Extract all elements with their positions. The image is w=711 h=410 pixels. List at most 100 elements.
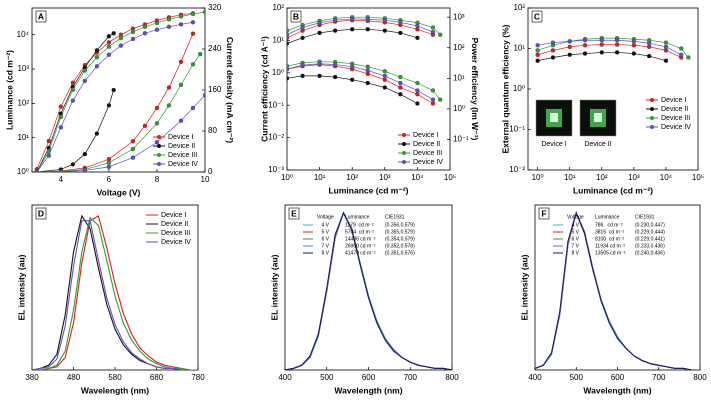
data-point	[382, 69, 387, 74]
data-point	[663, 40, 669, 45]
data-point	[130, 29, 136, 35]
data-point	[317, 30, 322, 36]
y-tick-label: 10²	[272, 3, 284, 12]
data-point	[166, 24, 172, 29]
data-point	[317, 61, 322, 66]
data-point	[430, 29, 436, 35]
data-point	[130, 155, 136, 160]
y-tick-label: 10⁰	[272, 68, 284, 77]
legend-label: Device IV	[413, 159, 443, 166]
data-point	[333, 28, 338, 33]
legend-header: CIE1931	[385, 214, 405, 220]
panel-label-box	[538, 207, 550, 220]
data-point	[130, 146, 136, 152]
legend-cie: (0.356,0.579)	[385, 222, 415, 228]
x-tick-label: 10	[201, 175, 210, 184]
data-point	[631, 39, 637, 44]
legend-label: Device II	[161, 221, 188, 228]
x-tick-label: 600	[362, 373, 376, 382]
y-tick-label: 10¹	[17, 133, 29, 142]
x-axis-title: Luminance (cd m⁻²)	[573, 185, 653, 195]
data-point	[567, 52, 572, 57]
panel-label-box	[35, 10, 47, 23]
inset-glow-core	[594, 113, 602, 122]
x-tick-label: 780	[191, 373, 205, 382]
x-axis-title: Voltage (V)	[97, 187, 141, 197]
data-point	[106, 164, 112, 170]
legend-voltage: 4 V	[571, 222, 579, 228]
panel-label: C	[534, 11, 540, 21]
legend-marker	[402, 151, 406, 155]
data-point	[106, 44, 112, 49]
legend-voltage: 4 V	[321, 222, 329, 228]
legend-label: Device IV	[168, 161, 198, 168]
data-point	[365, 27, 370, 32]
series-line	[287, 63, 434, 100]
data-point	[333, 62, 338, 67]
y-tick-label: 10¹	[513, 44, 525, 53]
series-line	[287, 18, 434, 36]
data-point	[300, 73, 305, 79]
data-point	[106, 34, 112, 39]
legend-luminance: 3815 cd m⁻²	[595, 229, 624, 235]
data-point	[58, 125, 63, 130]
legend-voltage: 6 V	[321, 236, 329, 242]
y-axis-title: EL intensity (au)	[16, 254, 26, 320]
legend-voltage: 8 V	[321, 250, 329, 256]
series-line	[36, 89, 115, 172]
data-point	[111, 31, 116, 36]
y-tick-label: 10³	[17, 64, 29, 73]
data-point	[599, 42, 604, 47]
data-point	[111, 87, 116, 93]
data-point	[190, 31, 196, 36]
x-tick-label: 800	[693, 373, 707, 382]
data-point	[350, 27, 355, 32]
legend-header: Luminance	[345, 214, 370, 220]
y2-axis-title: Current density (mA cm⁻²)	[225, 37, 235, 143]
legend-label: Device III	[168, 152, 197, 159]
x-tick-label: 580	[108, 373, 122, 382]
data-point	[317, 20, 322, 25]
y2-tick-label: 240	[208, 44, 222, 53]
data-point	[647, 41, 652, 46]
data-point	[535, 58, 540, 63]
data-point	[382, 77, 387, 82]
data-point	[178, 14, 184, 19]
panel-label-box	[531, 10, 543, 23]
legend-marker	[157, 135, 161, 139]
x-tick-label: 10²	[596, 173, 608, 182]
data-point	[70, 87, 75, 92]
x-tick-label: 380	[25, 373, 39, 382]
series-line	[32, 215, 198, 370]
data-point	[190, 11, 196, 17]
panel-label: E	[291, 208, 297, 218]
legend-label: Device II	[661, 106, 688, 113]
legend-cie: (0.229,0.444)	[635, 229, 665, 235]
panel-label-box	[35, 207, 47, 220]
data-point	[647, 44, 652, 49]
series-line	[285, 211, 452, 370]
y-tick-label: 10²	[17, 98, 29, 107]
data-point	[106, 160, 112, 165]
data-point	[438, 32, 443, 37]
data-point	[166, 85, 172, 90]
data-point	[686, 55, 691, 60]
legend-header: CIE1931	[635, 214, 655, 220]
data-point	[550, 48, 556, 53]
x-tick-label: 10¹	[564, 173, 576, 182]
data-point	[430, 25, 436, 30]
data-point	[190, 105, 196, 111]
legend-voltage: 8 V	[571, 250, 579, 256]
x-tick-label: 10²	[346, 173, 358, 182]
x-tick-label: 10³	[628, 173, 640, 182]
legend-label: Device IV	[161, 239, 191, 246]
data-point	[398, 85, 403, 90]
x-tick-label: 10³	[379, 173, 391, 182]
series-line	[535, 211, 700, 370]
x-axis-title: Wavelength (nm)	[334, 385, 402, 395]
data-point	[567, 44, 572, 49]
legend-label: Device IV	[661, 124, 691, 131]
data-point	[398, 20, 403, 25]
data-point	[70, 98, 75, 103]
